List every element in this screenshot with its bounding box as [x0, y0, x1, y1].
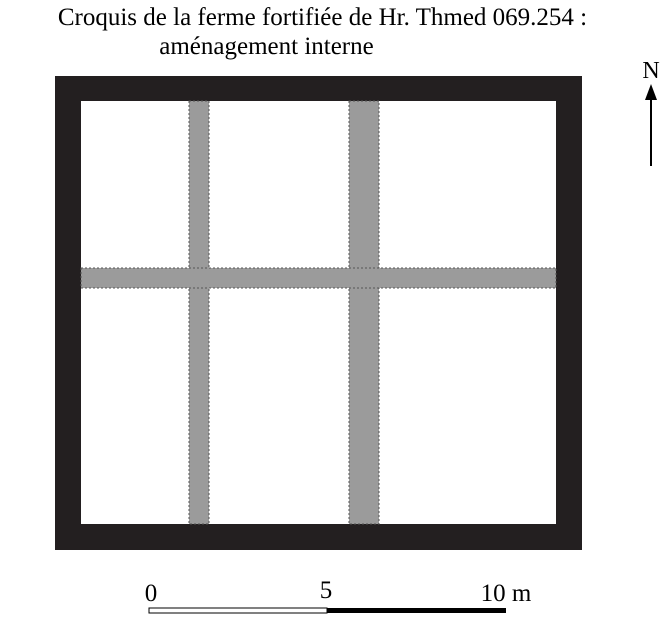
north-label: N — [642, 58, 659, 84]
partition-east — [348, 100, 380, 525]
scale-bar: 0 5 10 m — [145, 577, 532, 614]
partition-west — [188, 100, 210, 525]
scale-bar-segment-white — [148, 607, 328, 614]
figure-title-line-1: Croquis de la ferme fortifiée de Hr. Thm… — [57, 4, 588, 31]
scale-bar-segment-black — [327, 608, 506, 613]
figure-title-line-2: aménagement interne — [159, 33, 374, 60]
north-arrow: N — [642, 58, 660, 166]
partition-horizontal — [80, 267, 557, 289]
scale-label-0: 0 — [145, 580, 158, 607]
north-arrow-icon — [645, 84, 657, 100]
scale-label-5: 5 — [320, 577, 333, 604]
internal-partitions — [80, 100, 557, 525]
interior-space — [81, 101, 556, 524]
scale-label-10m: 10 m — [481, 580, 532, 607]
